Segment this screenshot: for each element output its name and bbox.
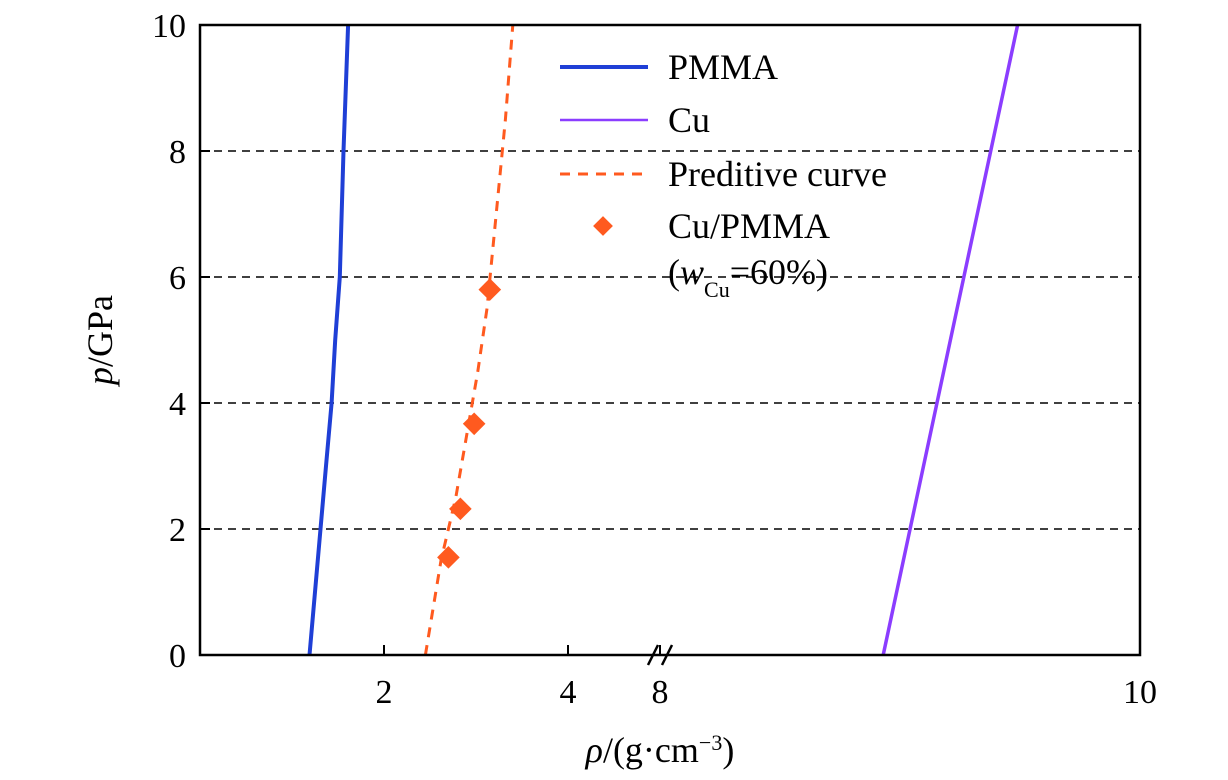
data-point-cu-pmma-3 (478, 278, 502, 301)
axis-break-mark-left (646, 644, 660, 666)
y-tick-label-4: 4 (169, 386, 186, 423)
axis-ticks: 0 2 4 6 8 10 2 4 8 10 (152, 8, 1157, 711)
legend-label-predictive: Preditive curve (668, 154, 887, 194)
legend-marker-cu-pmma (593, 216, 613, 236)
x-tick-label-4: 4 (560, 674, 577, 711)
legend-label-cu-pmma-rest: =60%) (730, 252, 828, 292)
y-tick-label-10: 10 (152, 8, 186, 45)
y-tick-label-8: 8 (169, 134, 186, 171)
legend-label-cu-pmma-sub: Cu (704, 277, 730, 302)
x-axis-label-close: ) (722, 730, 734, 770)
series-line-preditive-curve (423, 24, 515, 656)
grid-lines (200, 150, 1140, 530)
y-tick-label-2: 2 (169, 512, 186, 549)
y-tick-label-0: 0 (169, 638, 186, 675)
legend-label-pmma: PMMA (668, 47, 778, 87)
data-point-cu-pmma-1 (449, 497, 472, 521)
x-tick-label-8: 8 (652, 674, 669, 711)
legend-label-cu: Cu (668, 100, 710, 140)
x-axis-label: ρ/(g·cm−3) (585, 730, 735, 771)
axis-break-mark-right (660, 644, 674, 666)
legend-label-cu-pmma-line2: (wCu=60%) (668, 252, 828, 302)
x-axis-label-symbol: ρ (585, 730, 603, 770)
y-tick-label-6: 6 (169, 260, 186, 297)
x-axis-label-unit: /(g·cm (603, 730, 699, 770)
legend-label-cu-pmma: Cu/PMMA (668, 206, 830, 246)
y-axis-label-symbol: p (80, 367, 120, 388)
y-axis-label: p/GPa (80, 295, 120, 388)
legend-label-cu-pmma-var: w (680, 252, 704, 292)
series-line-cu (881, 24, 1020, 656)
plot-frame (198, 23, 1142, 657)
y-axis-label-unit: /GPa (80, 295, 120, 367)
legend: PMMA Cu Preditive curve Cu/PMMA (wCu=60%… (560, 47, 887, 302)
x-tick-label-2: 2 (376, 674, 393, 711)
x-tick-label-10: 10 (1123, 674, 1157, 711)
x-axis-break (646, 644, 674, 666)
data-point-cu-pmma-2 (462, 412, 486, 436)
x-axis-label-exponent: −3 (699, 730, 722, 755)
data-point-cu-pmma-0 (437, 546, 460, 569)
series-layer (307, 24, 1020, 656)
series-line-pmma (307, 24, 351, 656)
legend-label-cu-pmma-open: ( (668, 252, 680, 292)
